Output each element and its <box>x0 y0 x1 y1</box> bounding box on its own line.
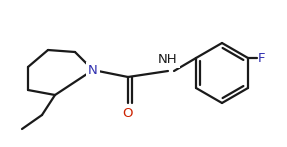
Text: F: F <box>258 51 265 65</box>
Text: N: N <box>88 64 98 76</box>
Text: O: O <box>123 107 133 120</box>
Text: NH: NH <box>158 53 178 66</box>
